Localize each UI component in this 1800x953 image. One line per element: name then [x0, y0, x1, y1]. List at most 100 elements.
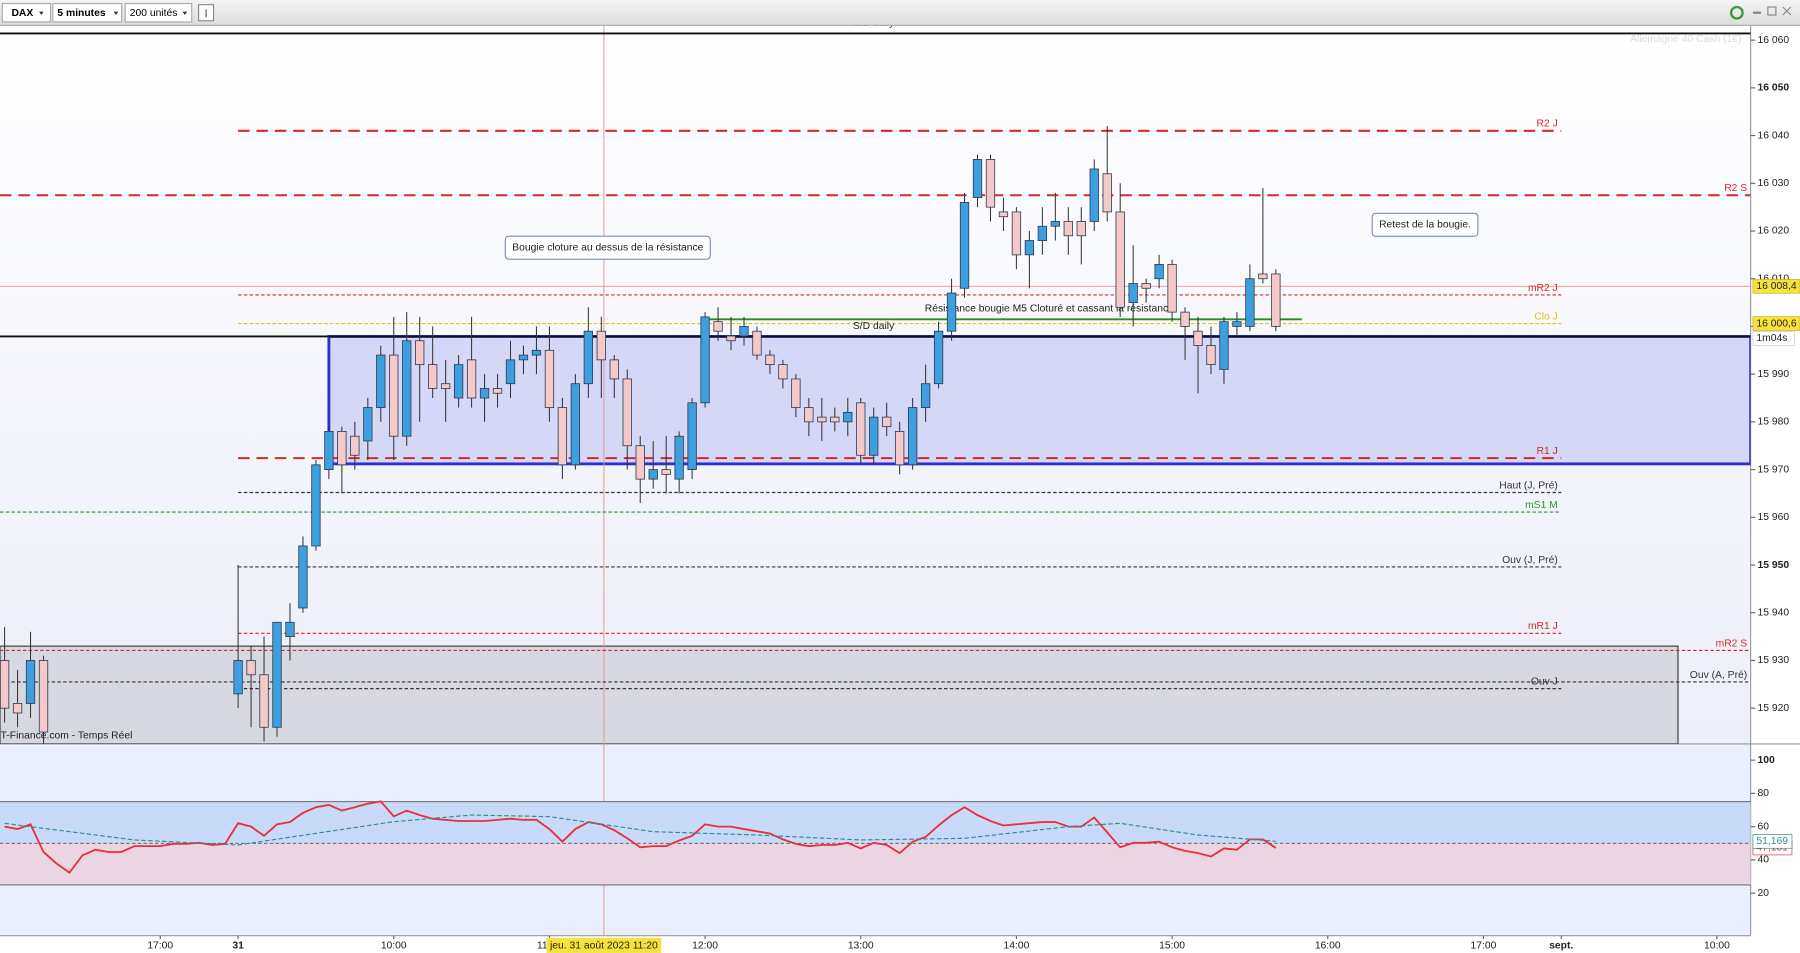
candle-body	[1050, 221, 1060, 227]
y-tick-label: 16 020	[1758, 226, 1790, 237]
candle-body	[376, 354, 386, 408]
note-box	[504, 235, 711, 260]
close-button[interactable]	[1782, 6, 1792, 16]
candle-body	[1102, 173, 1112, 213]
y-tick-label: 15 930	[1758, 655, 1790, 666]
candle-body	[1011, 211, 1022, 256]
price-tag	[1752, 316, 1800, 331]
candle-body	[531, 349, 542, 356]
y-tick-label: 60	[1758, 821, 1770, 832]
x-tick-label: 17:00	[147, 941, 173, 952]
y-tick-label: 16 040	[1758, 130, 1790, 141]
symbol-select[interactable]	[1, 2, 52, 23]
candle-body	[739, 326, 749, 337]
candle-body	[0, 660, 10, 709]
zone	[327, 335, 1751, 466]
candle-body	[25, 660, 36, 704]
price-tag-label: 16 008,4	[1756, 281, 1796, 292]
timeframe[interactable]: 5 minutes	[57, 8, 105, 19]
candle-body	[1024, 240, 1035, 256]
dropdown-arrow	[182, 11, 188, 16]
candle-body	[933, 330, 944, 385]
candle-body	[1180, 311, 1190, 327]
x-tick-label: 17:00	[1470, 941, 1496, 952]
candle-body	[687, 402, 697, 471]
rsi-band	[0, 801, 1751, 844]
maximize-button[interactable]	[1767, 6, 1777, 16]
level-label: Ouv (A, Pré)	[1690, 670, 1747, 681]
y-tick-label: 15 920	[1758, 703, 1790, 714]
level-label: R2 J	[1537, 119, 1558, 130]
candle-body	[1219, 321, 1229, 370]
price-axis	[1750, 25, 1800, 953]
candle-body	[12, 703, 23, 714]
candle-body	[428, 364, 438, 389]
candle-body	[1258, 273, 1268, 280]
crosshair-label: jeu. 31 août 2023 11:20	[549, 941, 658, 952]
candle-body	[272, 621, 282, 728]
watermark: Allemagne 40 Cash (1€)	[1630, 34, 1741, 45]
candle-body	[1141, 283, 1151, 289]
rsi-band	[0, 843, 1751, 885]
candle-body	[907, 407, 918, 466]
candle-body	[1154, 264, 1164, 280]
source: IT-Finance.com - Temps Réel	[0, 731, 132, 742]
candle-body	[1232, 321, 1242, 327]
candle-body	[259, 674, 269, 728]
level-label: mR2 J	[1528, 283, 1558, 294]
units-select[interactable]	[124, 2, 193, 23]
candle-body	[544, 349, 555, 408]
y-tick-label: 15 960	[1758, 512, 1790, 523]
candle-body	[285, 621, 295, 638]
y-tick-label: 15 990	[1758, 369, 1790, 380]
candle-body	[1037, 225, 1048, 241]
y-tick-label: 80	[1758, 788, 1770, 799]
level-label: Ouv (J, Pré)	[1502, 555, 1558, 566]
candle-body	[920, 383, 931, 408]
candle-body	[466, 359, 477, 399]
candle-body	[311, 464, 321, 547]
candle-body	[1245, 278, 1255, 327]
x-tick-label: 10:00	[1704, 941, 1730, 952]
candle-body	[233, 660, 243, 695]
candle-body	[726, 335, 736, 342]
candle-body	[843, 411, 853, 423]
sd-label: S/D daily	[853, 18, 895, 29]
timer-box	[1752, 331, 1795, 346]
minimize-button[interactable]	[1752, 11, 1761, 14]
refresh-button[interactable]	[1729, 5, 1744, 20]
level-label: Clo J	[1534, 311, 1558, 322]
candle-body	[817, 416, 827, 423]
x-tick-label: 14:00	[1003, 941, 1029, 952]
candle-body	[402, 340, 412, 437]
y-tick-label: 16 060	[1758, 35, 1790, 46]
units[interactable]: 200 unités	[130, 8, 178, 19]
candle-body	[415, 340, 425, 366]
note-text: Retest de la bougie.	[1379, 220, 1471, 231]
candle-body	[998, 211, 1009, 218]
crosshair-tag	[546, 937, 662, 953]
level-label: R2 S	[1724, 183, 1747, 194]
time-axis	[0, 935, 1800, 953]
candle-body	[1089, 168, 1099, 222]
timeframe-select[interactable]	[52, 2, 123, 23]
candle-body	[895, 431, 905, 466]
candle-body	[324, 431, 334, 471]
candle-body	[674, 435, 684, 480]
candle-body	[1193, 330, 1203, 346]
candle-body	[246, 660, 256, 676]
candle-body	[363, 407, 373, 442]
candle-body	[882, 416, 892, 428]
x-tick-label: 13:00	[848, 941, 874, 952]
candle-body	[1128, 283, 1138, 303]
candle-body	[505, 359, 516, 385]
toolbar	[0, 0, 1800, 26]
symbol[interactable]: DAX	[11, 8, 33, 19]
candle-body	[479, 388, 490, 399]
candle-body	[389, 354, 399, 437]
level-label: mR2 S	[1716, 638, 1748, 649]
y-tick-label: 100	[1758, 755, 1775, 766]
candle-body	[700, 316, 710, 404]
x-tick-label: 15:00	[1159, 941, 1185, 952]
y-tick-label: 16 030	[1758, 178, 1790, 189]
